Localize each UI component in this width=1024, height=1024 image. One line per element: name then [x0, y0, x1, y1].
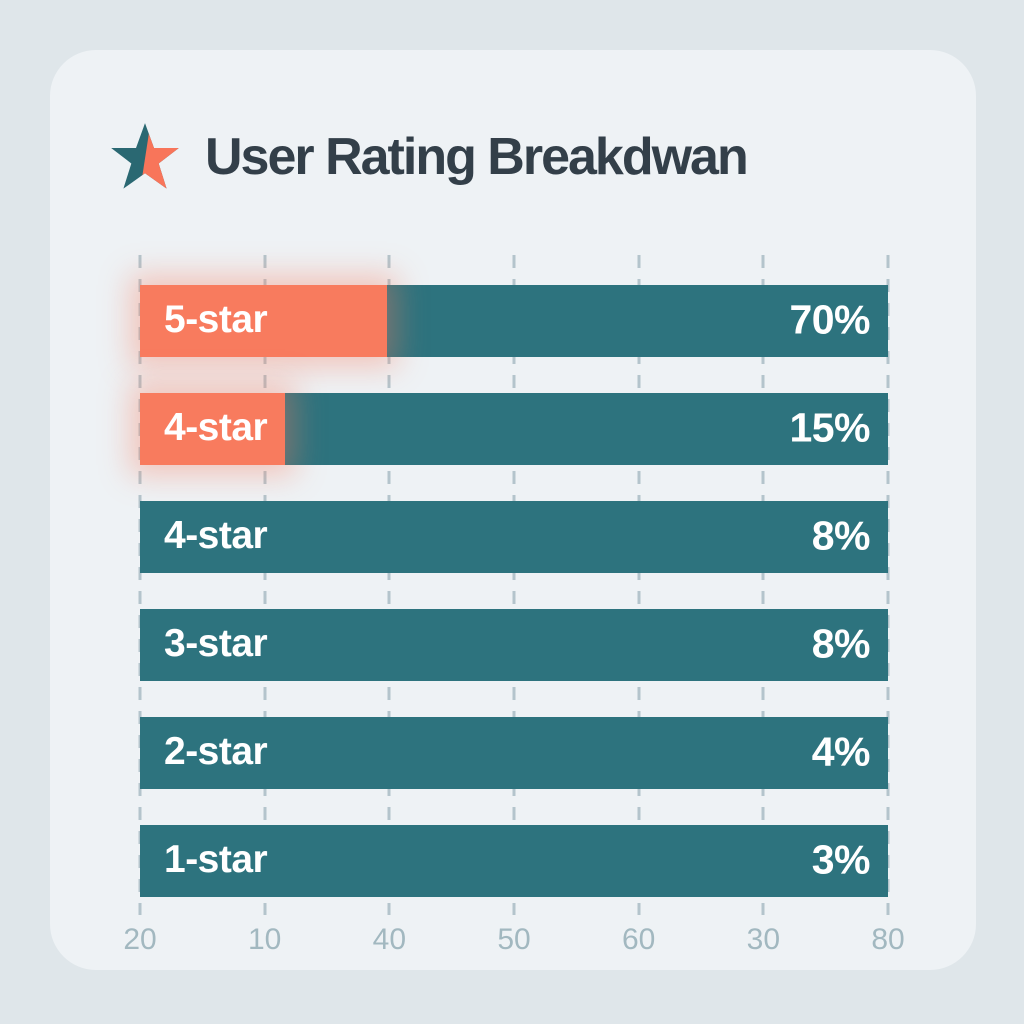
bar-row-2-star: 2-star 4%: [140, 717, 888, 789]
bar-track: [140, 825, 888, 897]
bar-track: [140, 501, 888, 573]
bar-track: [140, 717, 888, 789]
bar-value: 4%: [811, 728, 871, 775]
x-tick-label: 50: [497, 923, 531, 956]
x-tick-label: 30: [746, 923, 781, 956]
x-tick-label: 20: [123, 923, 157, 956]
x-tick-label: 80: [871, 923, 905, 956]
x-tick-label: 60: [621, 923, 656, 956]
chart-card: User Rating Breakdwan 5-star 70% 4-star: [50, 50, 976, 970]
x-axis: 20 10 40 50 60 30 80: [123, 923, 904, 963]
bar-label: 1-star: [164, 838, 268, 882]
bar-label: 5-star: [164, 298, 268, 342]
bar-value: 15%: [789, 404, 870, 451]
bar-rows: 5-star 70% 4-star 15% 4-star 8% 3-star 8…: [140, 285, 888, 897]
bar-accent-segment: [140, 285, 387, 357]
bar-value: 3%: [811, 836, 871, 883]
x-tick-label: 10: [247, 923, 282, 956]
chart-header: User Rating Breakdwan: [109, 120, 749, 194]
bar-value: 70%: [789, 296, 870, 343]
bar-row-4-star-b: 4-star 8%: [140, 501, 888, 573]
bar-label: 4-star: [164, 514, 268, 558]
star-icon: [111, 123, 179, 189]
bar-label: 2-star: [164, 730, 268, 774]
bar-row-3-star: 3-star 8%: [140, 609, 888, 681]
bar-track: [140, 609, 888, 681]
bar-value: 8%: [811, 512, 871, 559]
page-title: User Rating Breakdwan: [205, 128, 749, 186]
bar-chart: 5-star 70% 4-star 15% 4-star 8% 3-star 8…: [123, 255, 905, 975]
bar-label: 3-star: [164, 622, 268, 666]
x-tick-label: 40: [372, 923, 407, 956]
bar-accent-segment: [140, 393, 286, 465]
bar-row-5-star: 5-star 70%: [140, 285, 888, 357]
bar-row-1-star: 1-star 3%: [140, 825, 888, 897]
bar-row-4-star: 4-star 15%: [140, 393, 888, 465]
bar-value: 8%: [811, 620, 871, 667]
bar-label: 4-star: [164, 406, 268, 450]
